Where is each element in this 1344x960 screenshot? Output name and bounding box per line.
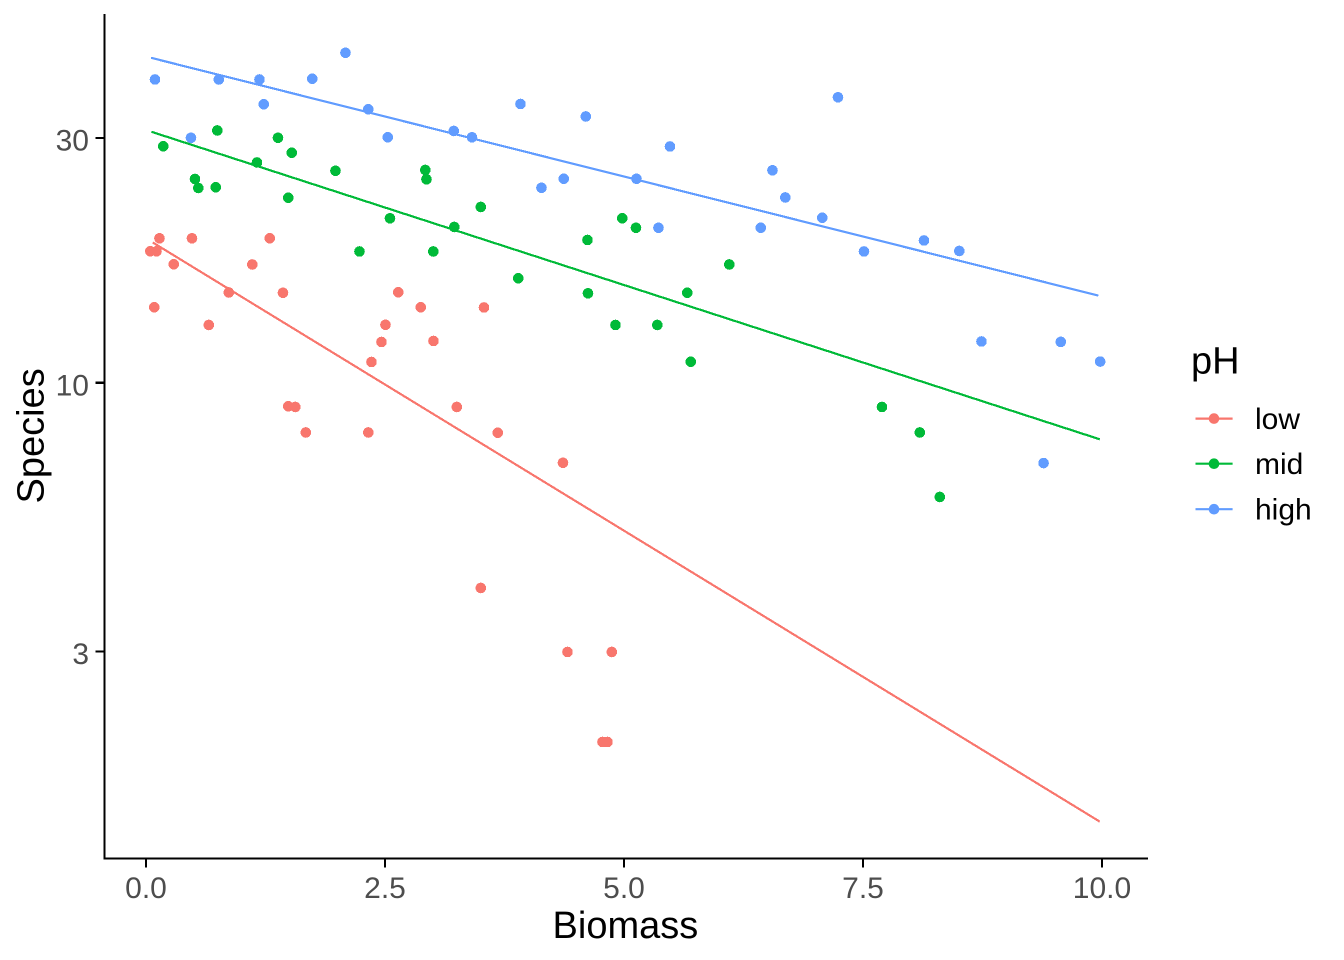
- svg-text:10: 10: [56, 369, 89, 402]
- svg-text:pH: pH: [1191, 340, 1240, 382]
- svg-text:5.0: 5.0: [603, 872, 645, 905]
- svg-text:30: 30: [56, 124, 89, 157]
- svg-text:low: low: [1255, 403, 1300, 436]
- svg-text:Species: Species: [10, 368, 52, 503]
- svg-text:2.5: 2.5: [364, 872, 406, 905]
- svg-text:10.0: 10.0: [1073, 872, 1131, 905]
- svg-text:mid: mid: [1255, 448, 1303, 481]
- svg-text:3: 3: [72, 638, 89, 671]
- svg-text:Biomass: Biomass: [553, 905, 699, 947]
- svg-text:7.5: 7.5: [842, 872, 884, 905]
- svg-text:high: high: [1255, 494, 1312, 527]
- svg-text:0.0: 0.0: [125, 872, 167, 905]
